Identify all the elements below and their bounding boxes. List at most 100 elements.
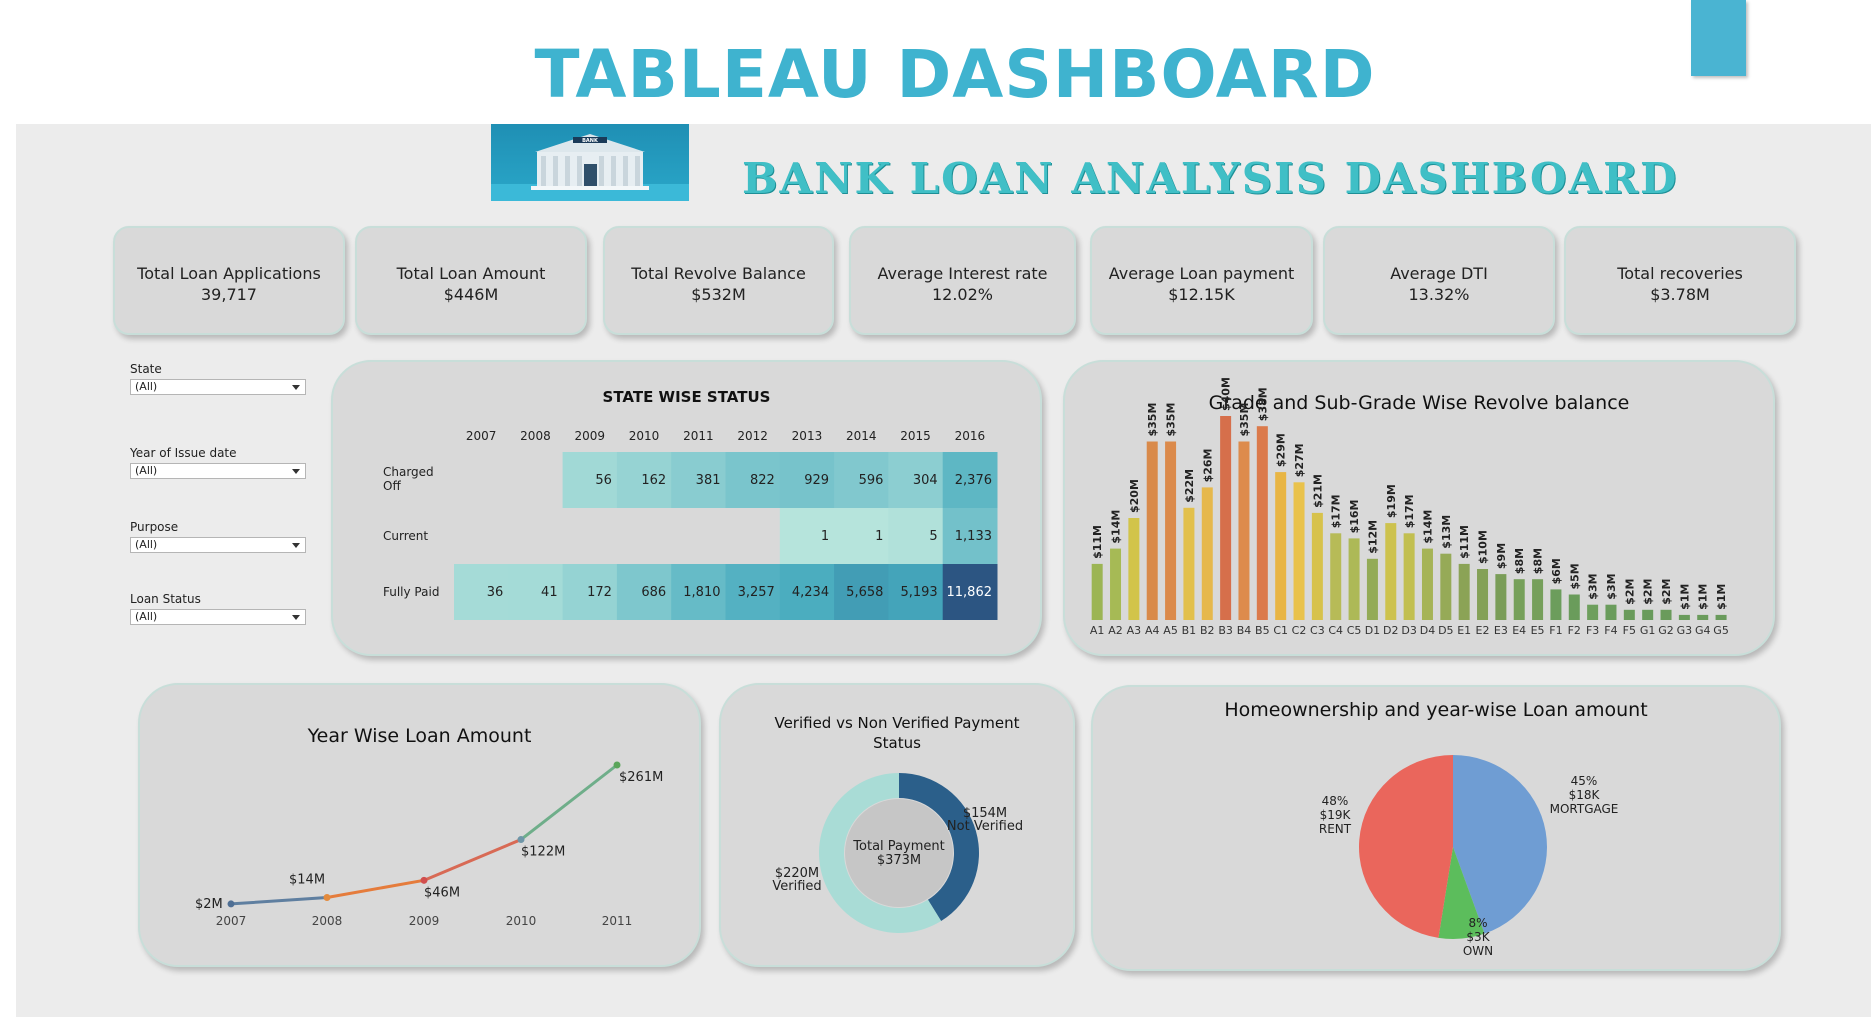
filter-label: Purpose	[130, 520, 179, 534]
slice-value-label: $220M	[775, 866, 819, 881]
point-value-label: $2M	[195, 897, 223, 912]
bar-value-label: $1M	[1697, 584, 1710, 610]
kpi-label: Total Loan Applications	[137, 264, 321, 283]
slice-name-label: MORTGAGE	[1550, 802, 1619, 816]
bar-value-label: $19M	[1385, 484, 1398, 518]
bar-value-label: $1M	[1678, 584, 1691, 610]
year-line-chart: $2M $14M $46M $122M $261M 2007 2008 2009 2010 201…	[195, 761, 663, 928]
point-value-label: $122M	[521, 845, 565, 860]
slice-percent-label: 8%	[1468, 916, 1487, 930]
slice-name-label: Not Verified	[947, 819, 1023, 834]
slice-amount-label: $18K	[1569, 788, 1601, 802]
heatmap-cell-value: 1,810	[683, 585, 720, 600]
year-dropdown[interactable]: (All)	[130, 463, 306, 479]
heatmap-cell	[671, 452, 726, 508]
kpi-card-average-interest-rate: Average Interest rate 12.02%	[849, 226, 1076, 335]
bar-D5	[1440, 553, 1452, 620]
heatmap-cell-value: 41	[541, 585, 558, 600]
heatmap-cell	[725, 452, 781, 508]
dropdown-value: (All)	[135, 610, 158, 623]
bar-value-label: $12M	[1366, 520, 1379, 554]
column-header-2016: 2016	[955, 429, 986, 443]
heatmap-cell-value: 3,257	[738, 585, 775, 600]
donut-slice-verified	[819, 773, 942, 933]
bar-value-label: $13M	[1440, 515, 1453, 549]
bar-value-label: $17M	[1403, 494, 1416, 528]
x-tick-label: F5	[1623, 624, 1636, 637]
state-dropdown[interactable]: (All)	[130, 379, 306, 395]
heatmap-cell	[779, 508, 835, 564]
kpi-value: 12.02%	[931, 285, 993, 304]
x-tick-label: F4	[1604, 624, 1617, 637]
x-tick-label: D1	[1365, 624, 1380, 637]
line-point	[517, 836, 525, 844]
slice-name-label: Verified	[772, 879, 821, 894]
x-tick-label: B4	[1237, 624, 1252, 637]
bar-F5	[1623, 609, 1635, 620]
bank-building-image: BANK	[491, 124, 689, 201]
heatmap-cell	[454, 564, 509, 620]
x-tick-label: G1	[1640, 624, 1656, 637]
slice-percent-label: 45%	[1571, 774, 1598, 788]
bar-F2	[1568, 594, 1580, 620]
x-tick-label: D4	[1420, 624, 1435, 637]
x-tick-label: C5	[1347, 624, 1362, 637]
heatmap-cell-value: 1	[821, 529, 829, 544]
homeownership-panel: Homeownership and year-wise Loan amount …	[1091, 685, 1781, 971]
bar-value-label: $10M	[1477, 530, 1490, 564]
kpi-card-total-revolve-balance: Total Revolve Balance $532M	[603, 226, 834, 335]
bar-G3	[1678, 614, 1690, 620]
grade-chart-title: Grade and Sub-Grade Wise Revolve balance	[1208, 392, 1630, 414]
row-label: Current	[383, 529, 428, 543]
slide-title: TABLEAU DASHBOARD	[534, 36, 1376, 113]
bar-C4	[1330, 533, 1342, 620]
heatmap-cell	[942, 452, 998, 508]
column-header-2012: 2012	[737, 429, 768, 443]
filter-year-of-issue-date: Year of Issue date (All)	[130, 446, 308, 479]
heatmap-cell	[942, 508, 998, 564]
heatmap-cell	[725, 564, 781, 620]
loan-status-dropdown[interactable]: (All)	[130, 609, 306, 625]
heatmap-cell-value: 1,133	[955, 529, 992, 544]
bar-value-label: $26M	[1201, 448, 1214, 482]
heatmap-cell	[779, 452, 835, 508]
bar-E2	[1477, 569, 1489, 620]
row-label: Fully Paid	[383, 585, 439, 599]
purpose-dropdown[interactable]: (All)	[130, 537, 306, 553]
kpi-value: $12.15K	[1168, 285, 1235, 304]
x-tick-label: B2	[1200, 624, 1215, 637]
bar-A2	[1110, 548, 1122, 620]
heatmap-cell-value: 381	[696, 473, 721, 488]
dropdown-value: (All)	[135, 464, 158, 477]
bank-sign-text: BANK	[582, 138, 599, 144]
line-point	[227, 900, 235, 908]
bar-value-label: $17M	[1330, 494, 1343, 528]
bar-value-label: $16M	[1348, 499, 1361, 533]
bar-D3	[1403, 533, 1415, 620]
heatmap-cell-value: 929	[804, 473, 829, 488]
kpi-label: Average Loan payment	[1108, 264, 1295, 283]
bar-value-label: $3M	[1605, 573, 1618, 599]
bar-value-label: $35M	[1165, 403, 1178, 437]
kpi-value: $532M	[691, 285, 746, 304]
bar-value-label: $14M	[1421, 510, 1434, 544]
heatmap-cell-value: 5	[929, 529, 937, 544]
heatmap-cell	[508, 564, 564, 620]
filter-loan-status: Loan Status (All)	[130, 592, 308, 625]
bar-B4	[1238, 441, 1250, 620]
bar-value-label: $2M	[1623, 579, 1636, 605]
bar-A4	[1146, 441, 1158, 620]
heatmap-cell	[779, 564, 835, 620]
x-tick-label: B3	[1218, 624, 1233, 637]
column-header-2013: 2013	[792, 429, 823, 443]
kpi-value: $446M	[443, 285, 499, 304]
bar-F4	[1605, 604, 1617, 620]
bar-value-label: $11M	[1458, 525, 1471, 559]
point-value-label: $46M	[424, 885, 460, 900]
verified-payment-panel: Verified vs Non Verified Payment Status …	[719, 683, 1075, 967]
filter-label: Year of Issue date	[130, 446, 237, 460]
column-header-2011: 2011	[683, 429, 714, 443]
donut-center	[845, 799, 953, 907]
pie-slice-rent	[1359, 755, 1453, 938]
